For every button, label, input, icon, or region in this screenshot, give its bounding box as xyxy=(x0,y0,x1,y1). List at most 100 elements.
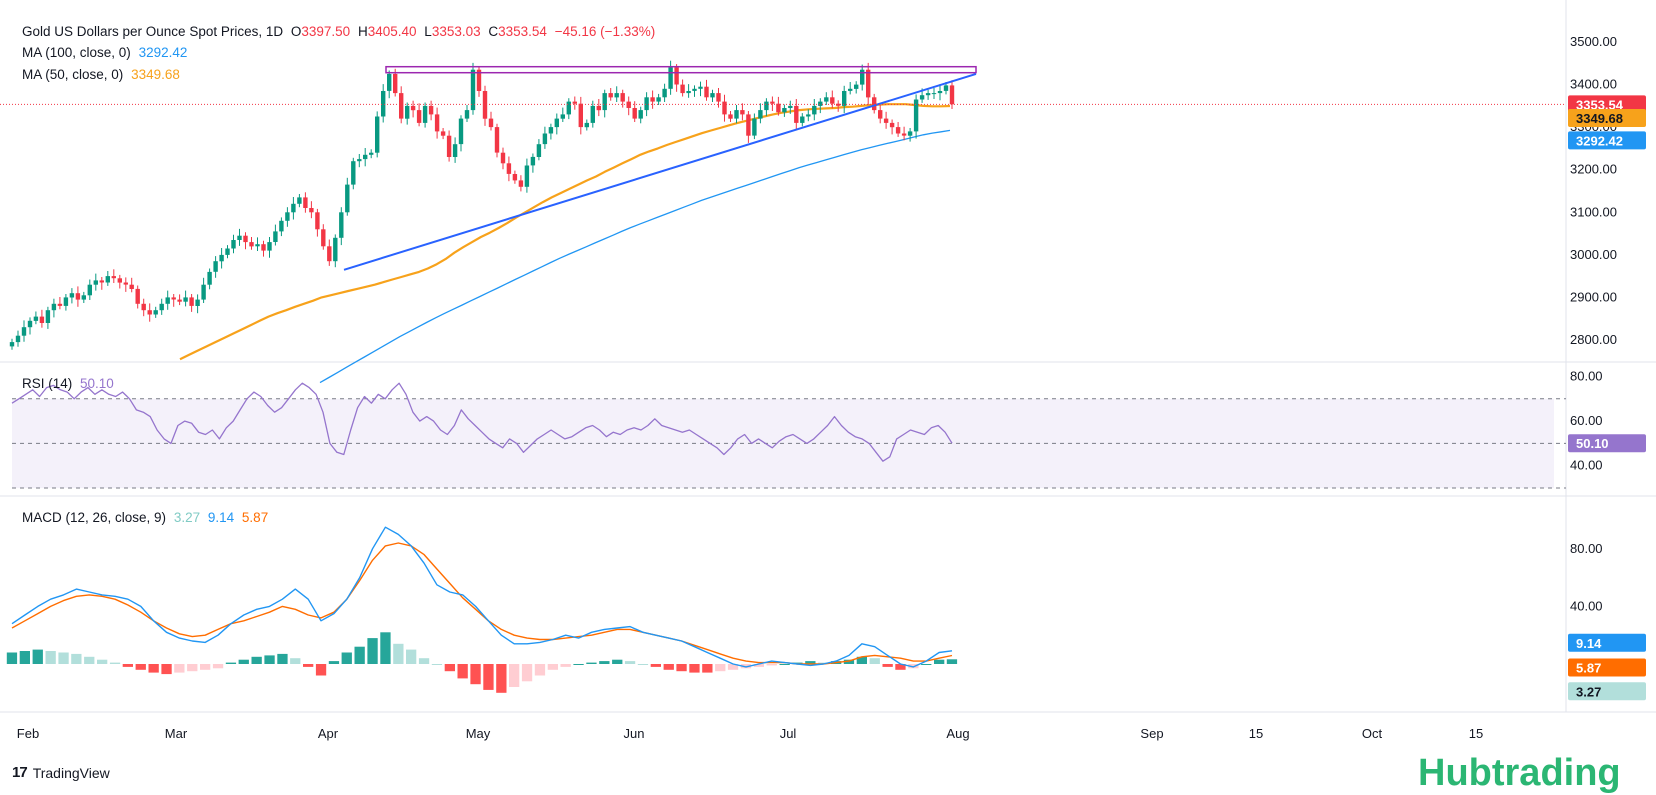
high-value: 3405.40 xyxy=(367,24,417,39)
candle-body xyxy=(626,101,631,108)
macd-legend[interactable]: MACD (12, 26, close, 9) 3.27 9.14 5.87 xyxy=(22,510,272,525)
price-tick-label: 3500.00 xyxy=(1570,34,1617,49)
macd-histogram-bar xyxy=(187,664,198,672)
macd-histogram-bar xyxy=(496,664,507,693)
candle-body xyxy=(39,316,45,323)
macd-histogram-bar xyxy=(431,664,443,665)
candle-body xyxy=(686,91,691,94)
ma50-value: 3349.68 xyxy=(131,67,180,82)
macd-histogram-bar xyxy=(612,659,623,664)
macd-histogram-bar xyxy=(303,664,314,667)
time-tick-label: Feb xyxy=(17,726,39,741)
candle-body xyxy=(866,69,871,98)
candle-body xyxy=(255,244,260,247)
candle-body xyxy=(764,101,769,111)
macd-histogram-bar xyxy=(32,649,43,664)
candle-body xyxy=(57,303,63,306)
candle-body xyxy=(237,235,242,240)
candle-body xyxy=(27,320,33,328)
candle-body xyxy=(321,229,326,247)
candle-body xyxy=(285,212,290,221)
candle-body xyxy=(482,91,488,119)
candle-body xyxy=(530,156,536,166)
tradingview-logo[interactable]: 17 TradingView xyxy=(12,764,110,781)
candle-body xyxy=(590,105,595,123)
macd-histogram-bar xyxy=(805,661,816,664)
macd-histogram-bar xyxy=(109,662,121,664)
candle-body xyxy=(752,118,757,136)
macd-histogram-bar xyxy=(766,664,777,666)
time-axis: Feb Mar Apr May Jun Jul Aug Sep 15 Oct 15 xyxy=(17,726,1483,741)
ma50-tag-text: 3349.68 xyxy=(1576,111,1623,126)
macd-tick-label: 40.00 xyxy=(1570,598,1603,613)
candle-body xyxy=(794,105,799,123)
rsi-legend[interactable]: RSI (14) 50.10 xyxy=(22,376,118,391)
rsi-band xyxy=(12,398,1566,489)
candle-body xyxy=(836,103,841,106)
candle-body xyxy=(21,327,27,336)
macd-line xyxy=(11,526,953,668)
candle-body xyxy=(183,297,188,302)
candle-body xyxy=(99,280,104,283)
macd-histogram-bar xyxy=(470,664,481,685)
open-label: O xyxy=(290,24,302,39)
ma100-legend[interactable]: MA (100, close, 0) 3292.42 xyxy=(22,45,191,60)
candle-body xyxy=(494,127,500,153)
macd-histogram-bar xyxy=(573,664,584,665)
candle-body xyxy=(913,99,919,132)
candle-body xyxy=(608,93,613,98)
candle-body xyxy=(572,101,577,104)
candle-body xyxy=(692,88,697,91)
candle-body xyxy=(297,197,302,204)
macd-histogram-bar xyxy=(637,664,649,665)
macd-hist-tag: 3.27 xyxy=(1568,682,1646,701)
candle-body xyxy=(9,342,15,347)
macd-signal-line xyxy=(11,542,953,665)
candle-body xyxy=(895,127,901,134)
macd-histogram-bar xyxy=(895,664,906,670)
candle-body xyxy=(524,165,530,187)
ma50-legend[interactable]: MA (50, close, 0) 3349.68 xyxy=(22,67,184,82)
macd-histogram-bar xyxy=(715,664,726,672)
macd-histogram-bar xyxy=(315,664,327,676)
macd-histogram-bar xyxy=(547,664,558,670)
macd-signal-value: 5.87 xyxy=(241,510,269,525)
time-tick-label: Aug xyxy=(946,726,969,741)
candle-body xyxy=(231,240,236,249)
rsi-tick-label: 40.00 xyxy=(1570,458,1603,473)
candle-body xyxy=(560,114,565,119)
change-value: −45.16 (−1.33%) xyxy=(554,24,656,39)
macd-histogram-bar xyxy=(19,651,30,664)
candle-body xyxy=(512,174,518,181)
macd-histogram-bar xyxy=(328,661,340,664)
candle-body xyxy=(195,299,200,306)
candle-body xyxy=(824,97,829,102)
candle-body xyxy=(722,101,727,115)
trend-line xyxy=(343,72,977,271)
candle-body xyxy=(650,97,655,102)
candle-body xyxy=(51,303,57,311)
candle-body xyxy=(662,88,667,98)
ma50-tag-bg xyxy=(1568,109,1646,127)
resistance-zone xyxy=(385,65,977,74)
candle-body xyxy=(500,152,506,164)
macd-histogram-bar xyxy=(702,664,713,673)
macd-histogram-bar xyxy=(6,652,18,664)
candle-body xyxy=(381,91,386,117)
candle-body xyxy=(351,161,356,185)
candle-body xyxy=(93,280,98,285)
macd-histogram-bar xyxy=(354,646,365,664)
candle-body xyxy=(470,69,476,111)
candle-body xyxy=(452,144,458,157)
candle-body xyxy=(69,293,75,298)
candle-body xyxy=(919,95,925,100)
candle-body xyxy=(375,116,380,153)
candle-body xyxy=(434,114,440,132)
price-tick-label: 2900.00 xyxy=(1570,289,1617,304)
candle-body xyxy=(129,284,134,289)
macd-histogram-bar xyxy=(586,662,597,664)
symbol-title: Gold US Dollars per Ounce Spot Prices, 1… xyxy=(22,24,284,39)
macd-histogram-bar xyxy=(908,664,919,669)
candle-body xyxy=(674,67,679,85)
